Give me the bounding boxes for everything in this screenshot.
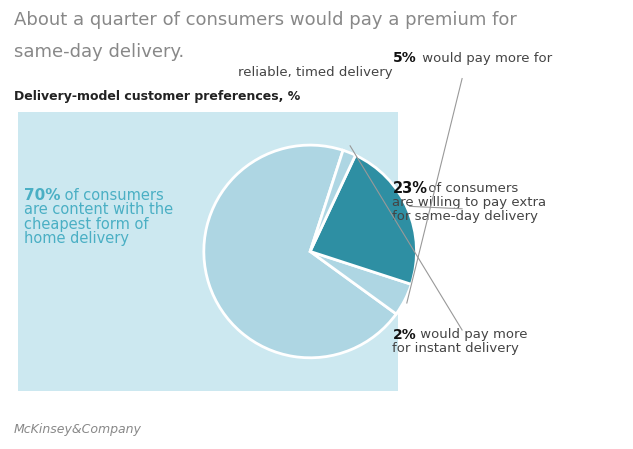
Wedge shape [204,145,396,358]
Text: cheapest form of: cheapest form of [24,216,149,232]
Text: are content with the: are content with the [24,202,173,217]
Text: Delivery-model customer preferences, %: Delivery-model customer preferences, % [14,90,300,103]
Text: of consumers: of consumers [424,182,518,195]
Text: 5%: 5% [392,51,417,66]
Text: would pay more for: would pay more for [418,52,552,65]
Text: 23%: 23% [392,181,427,196]
Text: same-day delivery.: same-day delivery. [14,43,184,61]
Wedge shape [310,155,417,284]
Wedge shape [310,251,411,314]
Text: 70%: 70% [24,188,61,203]
Text: are willing to pay extra: are willing to pay extra [392,197,546,209]
Text: for instant delivery: for instant delivery [392,343,519,355]
Text: About a quarter of consumers would pay a premium for: About a quarter of consumers would pay a… [14,11,517,29]
Text: would pay more: would pay more [416,328,527,341]
Text: of consumers: of consumers [60,188,164,203]
Text: McKinsey&Company: McKinsey&Company [14,423,142,436]
Wedge shape [310,150,356,251]
Text: for same-day delivery: for same-day delivery [392,211,539,223]
Text: home delivery: home delivery [24,231,129,246]
Text: reliable, timed delivery: reliable, timed delivery [238,66,392,79]
Text: 2%: 2% [392,327,417,342]
